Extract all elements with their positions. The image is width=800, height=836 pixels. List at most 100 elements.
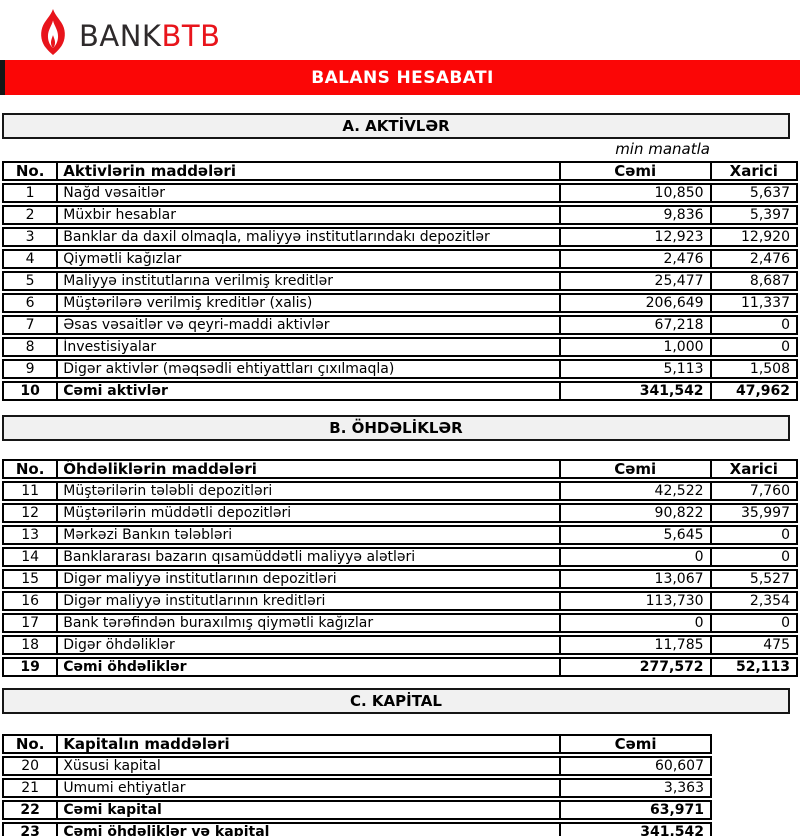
row-label: Cəmi öhdəliklər və kapital bbox=[58, 822, 562, 836]
row-foreign-value: 12,920 bbox=[711, 227, 798, 247]
logo-text: BANKBTB bbox=[79, 14, 220, 51]
row-foreign-value: 5,527 bbox=[711, 569, 798, 589]
row-foreign-value: 35,997 bbox=[711, 503, 798, 523]
row-number: 17 bbox=[2, 613, 59, 633]
row-label: Müxbir hesablar bbox=[58, 205, 561, 225]
row-number: 14 bbox=[2, 547, 59, 567]
row-foreign-value: 0 bbox=[711, 337, 798, 357]
row-number: 20 bbox=[2, 756, 59, 776]
row-total-value: 113,730 bbox=[560, 591, 712, 611]
row-total-value: 0 bbox=[560, 613, 712, 633]
col-header-foreign: Xarici bbox=[711, 161, 798, 181]
row-foreign-value: 8,687 bbox=[711, 271, 798, 291]
row-total-value: 11,785 bbox=[560, 635, 712, 655]
table-row: 17 Bank tərəfindən buraxılmış qiymətli ka… bbox=[2, 613, 798, 633]
row-label: Maliyyə institutlarına verilmiş kreditlə… bbox=[58, 271, 561, 291]
row-number: 4 bbox=[2, 249, 59, 269]
row-total-value: 341,542 bbox=[560, 381, 712, 401]
section-liabilities: B. ÖHDƏLİKLƏR No. Öhdəliklərin maddələri… bbox=[0, 415, 800, 679]
row-number: 13 bbox=[2, 525, 59, 545]
row-foreign-value: 0 bbox=[711, 525, 798, 545]
row-number: 23 bbox=[2, 822, 59, 836]
table-row: 18 Digər öhdəliklər 11,785 475 bbox=[2, 635, 798, 655]
section-b-title: B. ÖHDƏLİKLƏR bbox=[329, 419, 463, 437]
row-foreign-value: 1,508 bbox=[711, 359, 798, 379]
capital-table: No. Kapitalın maddələri Cəmi 20 Xüsusi ka… bbox=[2, 732, 712, 836]
row-number: 12 bbox=[2, 503, 59, 523]
row-label: Mərkəzi Bankın tələbləri bbox=[58, 525, 561, 545]
row-foreign-value: 7,760 bbox=[711, 481, 798, 501]
table-row: 21 Ümumi ehtiyatlar 3,363 bbox=[2, 778, 712, 798]
liabilities-table: No. Öhdəliklərin maddələri Cəmi Xarici 1… bbox=[2, 457, 798, 679]
section-c-title: C. KAPİTAL bbox=[350, 692, 442, 710]
row-foreign-value: 5,397 bbox=[711, 205, 798, 225]
row-number: 3 bbox=[2, 227, 59, 247]
row-number: 7 bbox=[2, 315, 59, 335]
row-foreign-value: 0 bbox=[711, 315, 798, 335]
col-header-no: No. bbox=[2, 459, 59, 479]
row-total-value: 5,645 bbox=[560, 525, 712, 545]
row-label: Banklar da daxil olmaqla, maliyyə instit… bbox=[58, 227, 561, 247]
capital-table-header-row: No. Kapitalın maddələri Cəmi bbox=[2, 734, 712, 754]
row-foreign-value: 0 bbox=[711, 613, 798, 633]
row-label: Digər maliyyə institutlarının kreditləri bbox=[58, 591, 561, 611]
col-header-total: Cəmi bbox=[560, 459, 712, 479]
section-c-header: C. KAPİTAL bbox=[2, 688, 790, 714]
row-foreign-value: 475 bbox=[711, 635, 798, 655]
row-number: 16 bbox=[2, 591, 59, 611]
table-row: 12 Müştərilərin müddətli depozitləri 90,82… bbox=[2, 503, 798, 523]
row-label: Cəmi öhdəliklər bbox=[58, 657, 561, 677]
row-total-value: 90,822 bbox=[560, 503, 712, 523]
row-foreign-value: 52,113 bbox=[711, 657, 798, 677]
row-foreign-value: 2,476 bbox=[711, 249, 798, 269]
row-total-value: 5,113 bbox=[560, 359, 712, 379]
row-label: Bank tərəfindən buraxılmış qiymətli kağı… bbox=[58, 613, 561, 633]
assets-table-header-row: No. Aktivlərin maddələri Cəmi Xarici bbox=[2, 161, 798, 181]
row-label: Müştərilərin tələbli depozitləri bbox=[58, 481, 561, 501]
assets-table: No. Aktivlərin maddələri Cəmi Xarici 1 Na… bbox=[2, 159, 798, 403]
col-header-foreign: Xarici bbox=[711, 459, 798, 479]
row-number: 19 bbox=[2, 657, 59, 677]
table-row: 11 Müştərilərin tələbli depozitləri 42,522… bbox=[2, 481, 798, 501]
row-label: Cəmi aktivlər bbox=[58, 381, 561, 401]
liabilities-table-header-row: No. Öhdəliklərin maddələri Cəmi Xarici bbox=[2, 459, 798, 479]
col-header-no: No. bbox=[2, 734, 59, 754]
report-title-banner: BALANS HESABATI bbox=[0, 60, 800, 95]
row-number: 10 bbox=[2, 381, 59, 401]
col-header-total: Cəmi bbox=[560, 161, 712, 181]
table-row: 5 Maliyyə institutlarına verilmiş kreditl… bbox=[2, 271, 798, 291]
report-title: BALANS HESABATI bbox=[311, 67, 494, 88]
row-total-value: 206,649 bbox=[560, 293, 712, 313]
row-total-value: 13,067 bbox=[560, 569, 712, 589]
row-label: Cəmi kapital bbox=[58, 800, 562, 820]
row-number: 15 bbox=[2, 569, 59, 589]
row-total-value: 42,522 bbox=[560, 481, 712, 501]
row-foreign-value: 2,354 bbox=[711, 591, 798, 611]
row-total-value: 10,850 bbox=[560, 183, 712, 203]
row-total-value: 2,476 bbox=[560, 249, 712, 269]
table-row: 16 Digər maliyyə institutlarının kreditlə… bbox=[2, 591, 798, 611]
table-row: 13 Mərkəzi Bankın tələbləri 5,645 0 bbox=[2, 525, 798, 545]
table-row: 9 Digər aktivlər (məqsədli ehtiyattları ç… bbox=[2, 359, 798, 379]
col-header-items: Öhdəliklərin maddələri bbox=[58, 459, 561, 479]
row-label: Müştərilərə verilmiş kreditlər (xalis) bbox=[58, 293, 561, 313]
unit-note: min manatla bbox=[615, 140, 710, 158]
row-label: Əsas vəsaitlər və qeyri-maddi aktivlər bbox=[58, 315, 561, 335]
table-row: 6 Müştərilərə verilmiş kreditlər (xalis) 2… bbox=[2, 293, 798, 313]
bank-logo: BANKBTB bbox=[0, 8, 800, 56]
row-number: 9 bbox=[2, 359, 59, 379]
table-row: 3 Banklar da daxil olmaqla, maliyyə insti… bbox=[2, 227, 798, 247]
row-total-value: 63,971 bbox=[561, 800, 712, 820]
logo-text-btb: BTB bbox=[161, 18, 221, 53]
table-row: 20 Xüsusi kapital 60,607 bbox=[2, 756, 712, 776]
section-capital: C. KAPİTAL No. Kapitalın maddələri Cəmi … bbox=[0, 688, 800, 836]
row-number: 8 bbox=[2, 337, 59, 357]
row-label: Banklararası bazarın qısamüddətli maliyy… bbox=[58, 547, 561, 567]
table-row: 8 İnvestisiyalar 1,000 0 bbox=[2, 337, 798, 357]
row-number: 22 bbox=[2, 800, 59, 820]
col-header-no: No. bbox=[2, 161, 59, 181]
table-row: 14 Banklararası bazarın qısamüddətli mali… bbox=[2, 547, 798, 567]
row-foreign-value: 47,962 bbox=[711, 381, 798, 401]
row-total-value: 3,363 bbox=[561, 778, 712, 798]
